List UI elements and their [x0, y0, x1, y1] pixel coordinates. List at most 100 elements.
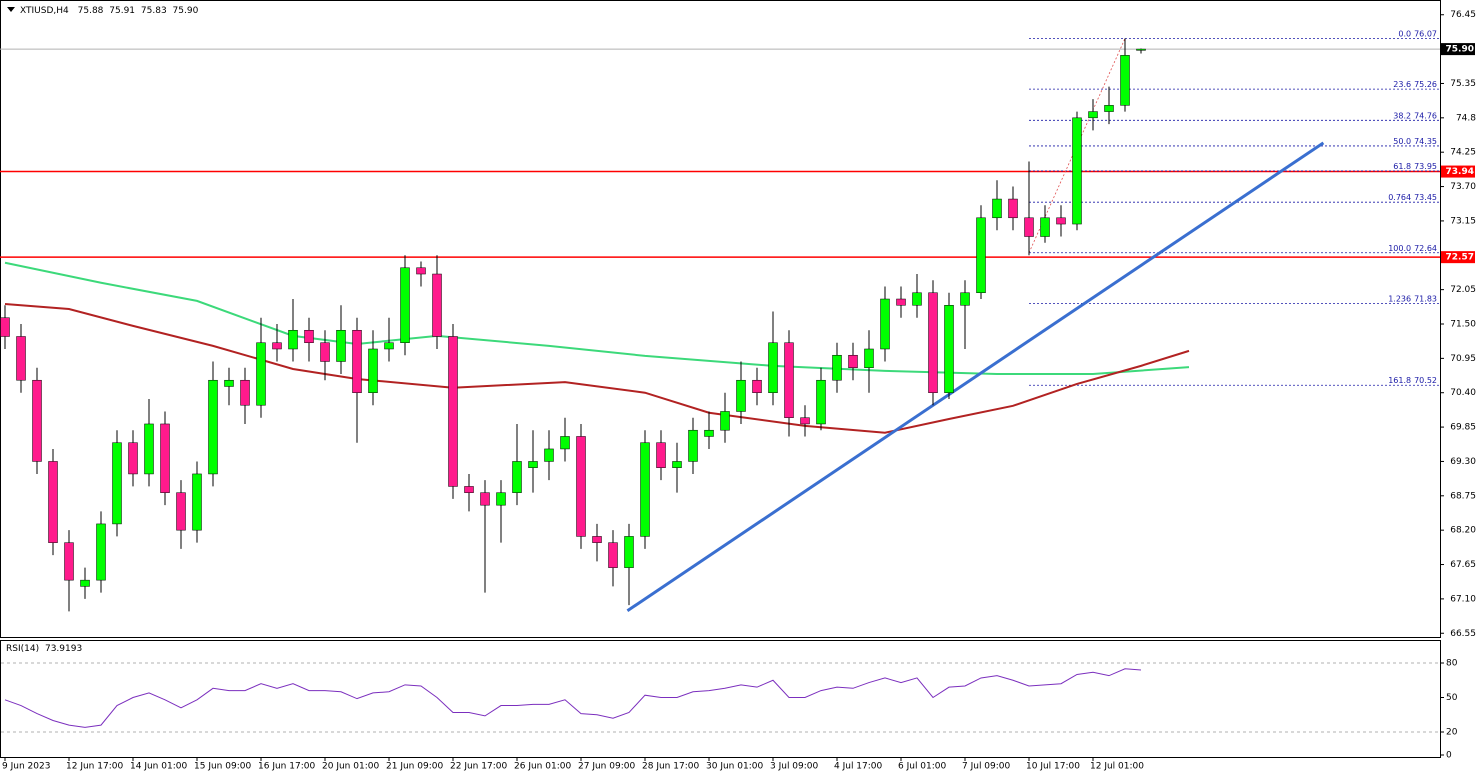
candle-body: [1104, 105, 1114, 112]
rsi-tick-label: 0: [1446, 751, 1452, 761]
fib-level: 50.0: [1393, 136, 1411, 145]
level-box: [1441, 165, 1475, 178]
candle-body: [224, 379, 234, 387]
y-tick-label: 75.35: [1450, 79, 1476, 89]
fib-label: 100.0 72.64: [1388, 243, 1437, 252]
candle-body: [592, 536, 602, 543]
candle-body: [848, 354, 858, 368]
candle-body: [464, 486, 474, 493]
candle-body: [544, 448, 554, 462]
candle-body: [1008, 198, 1018, 219]
level-box: [1441, 251, 1475, 264]
rsi-line: [4, 668, 1142, 728]
candle-body: [576, 436, 586, 537]
moving-average: [4, 303, 1190, 434]
header-high: 75.91: [109, 6, 135, 16]
fib-level: 61.8: [1393, 161, 1411, 170]
fib-price: 74.35: [1414, 136, 1437, 145]
trendline: [626, 141, 1325, 613]
candle-body: [144, 423, 154, 475]
candle-body: [640, 442, 650, 537]
y-tick-label: 67.10: [1450, 594, 1476, 604]
y-tick-label: 72.05: [1450, 285, 1476, 295]
candle-body: [928, 292, 938, 393]
candle-body: [688, 429, 698, 462]
candle-body: [288, 329, 298, 350]
candle-body: [240, 379, 250, 406]
candle-body: [512, 461, 522, 493]
header-open: 75.88: [78, 6, 104, 16]
rsi-tick-label: 50: [1446, 693, 1458, 703]
candle-body: [112, 442, 122, 525]
current-price-box: [1441, 43, 1475, 56]
fib-level: 100.0: [1388, 243, 1411, 252]
candle-body: [64, 542, 74, 581]
level-label: 73.94: [1446, 167, 1474, 177]
y-tick-label: 68.75: [1450, 491, 1476, 501]
rsi-frame: [0, 640, 1441, 758]
y-tick-label: 69.30: [1450, 457, 1476, 467]
fib-price: 73.45: [1414, 193, 1437, 202]
fib-level: 1.236: [1388, 294, 1411, 303]
candle-body: [496, 492, 506, 506]
candle-body: [560, 436, 570, 450]
fib-label: 1.236 71.83: [1388, 294, 1437, 303]
candle-body: [400, 267, 410, 343]
candle-body: [752, 379, 762, 393]
fib-label: 38.2 74.76: [1393, 111, 1437, 120]
candle-body: [784, 342, 794, 418]
y-tick-label: 68.20: [1450, 526, 1476, 536]
header-arrow: [7, 7, 15, 12]
fib-level: 0.0: [1398, 29, 1411, 38]
candle-body: [800, 417, 810, 425]
x-tick-label: 21 Jun 09:00: [386, 762, 443, 772]
x-tick-label: 14 Jun 01:00: [130, 762, 187, 772]
candle-body: [896, 298, 906, 306]
x-tick-label: 15 Jun 09:00: [194, 762, 251, 772]
fib-label: 0.0 76.07: [1398, 29, 1437, 38]
fib-price: 70.52: [1414, 376, 1437, 385]
candle-body: [272, 342, 282, 350]
candle-body: [320, 342, 330, 362]
y-tick-label: 70.95: [1450, 354, 1476, 364]
x-tick-label: 16 Jun 17:00: [258, 762, 315, 772]
header-close: 75.90: [173, 6, 199, 16]
fib-level: 161.8: [1388, 376, 1411, 385]
level-label: 72.57: [1446, 253, 1474, 263]
candle-body: [336, 329, 346, 362]
fib-price: 72.64: [1414, 243, 1437, 252]
candle-body: [736, 379, 746, 412]
chart-title: XTIUSD,H4 75.88 75.91 75.83 75.90: [20, 6, 199, 16]
candle-body: [960, 292, 970, 306]
candle-body: [1040, 217, 1050, 237]
y-tick-label: 66.55: [1450, 629, 1476, 639]
x-tick-label: 9 Jun 2023: [2, 762, 50, 772]
x-tick-label: 6 Jul 01:00: [898, 762, 947, 772]
candle-body: [880, 298, 890, 350]
fib-level: 23.6: [1393, 80, 1411, 89]
y-tick-label: 73.15: [1450, 216, 1476, 226]
rsi-name: RSI(14): [6, 644, 39, 654]
candle-body: [1088, 111, 1098, 119]
current-price-label: 75.90: [1446, 45, 1474, 55]
fib-price: 73.95: [1414, 161, 1437, 170]
candle-body: [32, 379, 42, 462]
y-tick-label: 69.85: [1450, 423, 1476, 433]
fib-label: 0.764 73.45: [1388, 193, 1437, 202]
candle-body: [1136, 48, 1146, 51]
candle-body: [608, 542, 618, 568]
symbol: XTIUSD,H4: [20, 6, 69, 16]
x-tick-label: 28 Jun 17:00: [642, 762, 699, 772]
candle-body: [96, 523, 106, 581]
candle-body: [1072, 117, 1082, 225]
rsi-value: 73.9193: [45, 644, 82, 654]
candle-body: [832, 354, 842, 381]
fib-price: 74.76: [1414, 111, 1437, 120]
y-tick-label: 73.70: [1450, 182, 1476, 192]
candle-body: [720, 411, 730, 431]
candle-body: [16, 336, 26, 381]
x-tick-label: 12 Jul 01:00: [1090, 762, 1144, 772]
candle-body: [208, 379, 218, 475]
